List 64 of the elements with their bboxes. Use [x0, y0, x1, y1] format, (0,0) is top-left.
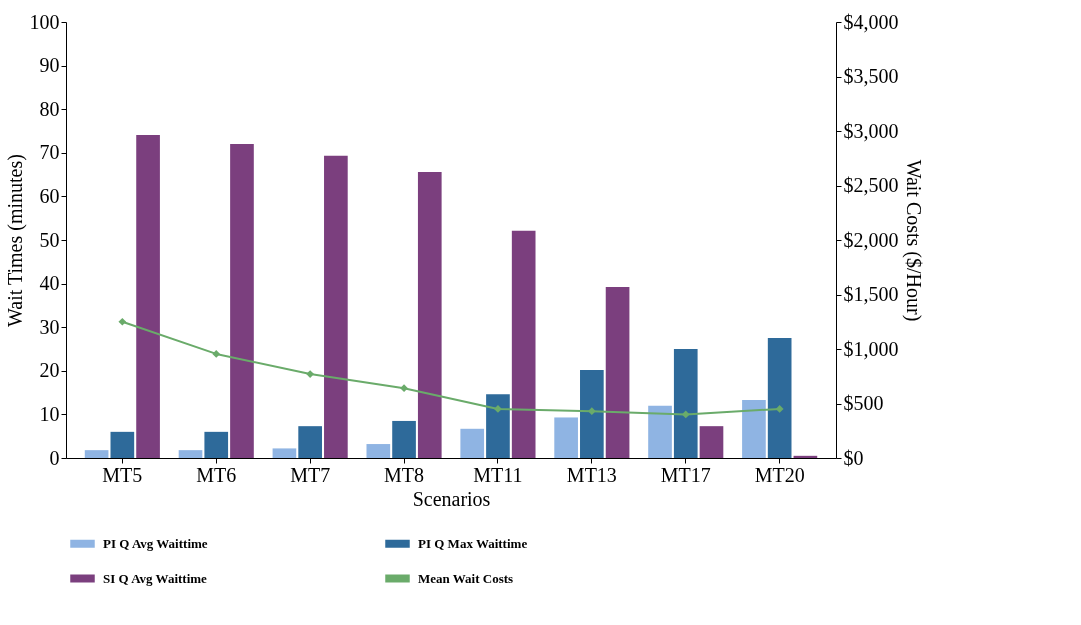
- point: [212, 350, 221, 358]
- bar: [673, 349, 698, 458]
- x-tick-label: MT11: [473, 463, 523, 486]
- legend-label: SI Q Avg Waittime: [103, 570, 208, 586]
- y2-tick-label: $4,000: [843, 10, 899, 33]
- point: [681, 410, 690, 419]
- bar: [580, 369, 604, 458]
- y-tick-label: 10: [39, 402, 60, 425]
- bar: [298, 426, 322, 458]
- y-tick-label: 20: [39, 359, 60, 382]
- y2-tick-label: $0: [843, 446, 864, 469]
- bar: [767, 338, 792, 458]
- bar: [554, 417, 578, 458]
- bar: [742, 400, 766, 458]
- y2-tick-label: $1,500: [843, 283, 899, 305]
- bar: [272, 448, 297, 458]
- y2-axis-title: Wait Costs ($/Hour): [901, 159, 925, 322]
- bar: [648, 405, 672, 458]
- bar: [84, 450, 109, 458]
- x-tick-label: MT20: [754, 463, 805, 486]
- bar: [417, 171, 442, 458]
- bar: [511, 230, 536, 458]
- point: [400, 384, 408, 393]
- x-tick-label: MT7: [290, 463, 331, 486]
- x-tick-label: MT8: [384, 463, 425, 486]
- y-axis-title: Wait Times (minutes): [3, 154, 27, 327]
- x-tick-label: MT13: [566, 463, 617, 486]
- y2-tick-label: $2,000: [843, 228, 899, 251]
- bar: [605, 287, 630, 458]
- bar: [366, 444, 391, 458]
- y-tick-label: 70: [39, 141, 60, 164]
- bar: [460, 428, 485, 458]
- bar: [178, 450, 203, 458]
- x-tick-label: MT17: [660, 463, 711, 486]
- y-tick-label: 60: [39, 184, 60, 207]
- y-tick-label: 80: [39, 97, 60, 120]
- bar: [392, 420, 416, 458]
- y-tick-label: 30: [39, 315, 60, 338]
- bar: [699, 426, 724, 458]
- point: [118, 317, 127, 326]
- y2-tick-label: $2,500: [843, 174, 899, 196]
- y2-tick-label: $3,500: [843, 65, 899, 87]
- y-tick-label: 40: [39, 272, 60, 295]
- legend-label: PI Q Avg Waittime: [103, 535, 208, 551]
- bar: [230, 144, 254, 458]
- y2-tick-label: $500: [843, 392, 884, 414]
- y-tick-label: 90: [39, 54, 60, 77]
- y-tick-label: 0: [49, 446, 60, 469]
- point: [306, 370, 315, 378]
- y-tick-label: 100: [29, 10, 60, 33]
- point: [775, 405, 784, 413]
- x-tick-label: MT5: [102, 463, 143, 486]
- bar: [136, 134, 160, 458]
- legend-label: PI Q Max Waittime: [418, 535, 528, 551]
- bar: [324, 155, 348, 458]
- x-axis-title: Scenarios: [412, 487, 491, 510]
- bar: [486, 394, 510, 458]
- y-tick-label: 50: [39, 228, 60, 251]
- x-tick-label: MT6: [196, 463, 237, 486]
- y2-tick-label: $3,000: [843, 119, 899, 142]
- bar: [110, 431, 135, 458]
- bar: [204, 431, 229, 458]
- y2-tick-label: $1,000: [843, 337, 899, 360]
- legend-label: Mean Wait Costs: [418, 570, 514, 586]
